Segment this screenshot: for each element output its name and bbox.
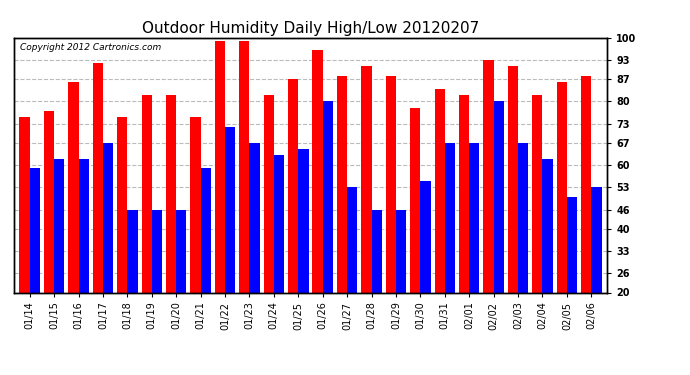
Bar bbox=[201, 168, 211, 292]
Bar bbox=[264, 95, 274, 292]
Bar bbox=[117, 117, 128, 292]
Bar bbox=[435, 88, 445, 292]
Bar bbox=[313, 50, 323, 292]
Bar bbox=[445, 143, 455, 292]
Bar bbox=[298, 149, 308, 292]
Bar bbox=[274, 155, 284, 292]
Bar bbox=[518, 143, 529, 292]
Bar bbox=[30, 168, 40, 292]
Bar bbox=[386, 76, 396, 292]
Bar bbox=[469, 143, 480, 292]
Bar bbox=[44, 111, 54, 292]
Bar bbox=[323, 101, 333, 292]
Bar bbox=[567, 197, 577, 292]
Bar bbox=[581, 76, 591, 292]
Bar bbox=[215, 41, 225, 292]
Bar bbox=[371, 210, 382, 292]
Text: Copyright 2012 Cartronics.com: Copyright 2012 Cartronics.com bbox=[20, 43, 161, 52]
Bar bbox=[459, 95, 469, 292]
Bar bbox=[484, 60, 493, 292]
Bar bbox=[239, 41, 250, 292]
Bar bbox=[532, 95, 542, 292]
Bar bbox=[508, 66, 518, 292]
Bar bbox=[166, 95, 176, 292]
Title: Outdoor Humidity Daily High/Low 20120207: Outdoor Humidity Daily High/Low 20120207 bbox=[142, 21, 479, 36]
Bar bbox=[337, 76, 347, 292]
Bar bbox=[103, 143, 113, 292]
Bar bbox=[250, 143, 259, 292]
Bar bbox=[54, 159, 64, 292]
Bar bbox=[410, 108, 420, 292]
Bar bbox=[92, 63, 103, 292]
Bar bbox=[68, 82, 79, 292]
Bar bbox=[141, 95, 152, 292]
Bar bbox=[396, 210, 406, 292]
Bar bbox=[362, 66, 371, 292]
Bar bbox=[288, 79, 298, 292]
Bar bbox=[190, 117, 201, 292]
Bar bbox=[225, 127, 235, 292]
Bar bbox=[347, 188, 357, 292]
Bar bbox=[152, 210, 162, 292]
Bar bbox=[591, 188, 602, 292]
Bar bbox=[19, 117, 30, 292]
Bar bbox=[557, 82, 567, 292]
Bar bbox=[420, 181, 431, 292]
Bar bbox=[176, 210, 186, 292]
Bar bbox=[542, 159, 553, 292]
Bar bbox=[79, 159, 89, 292]
Bar bbox=[128, 210, 137, 292]
Bar bbox=[493, 101, 504, 292]
